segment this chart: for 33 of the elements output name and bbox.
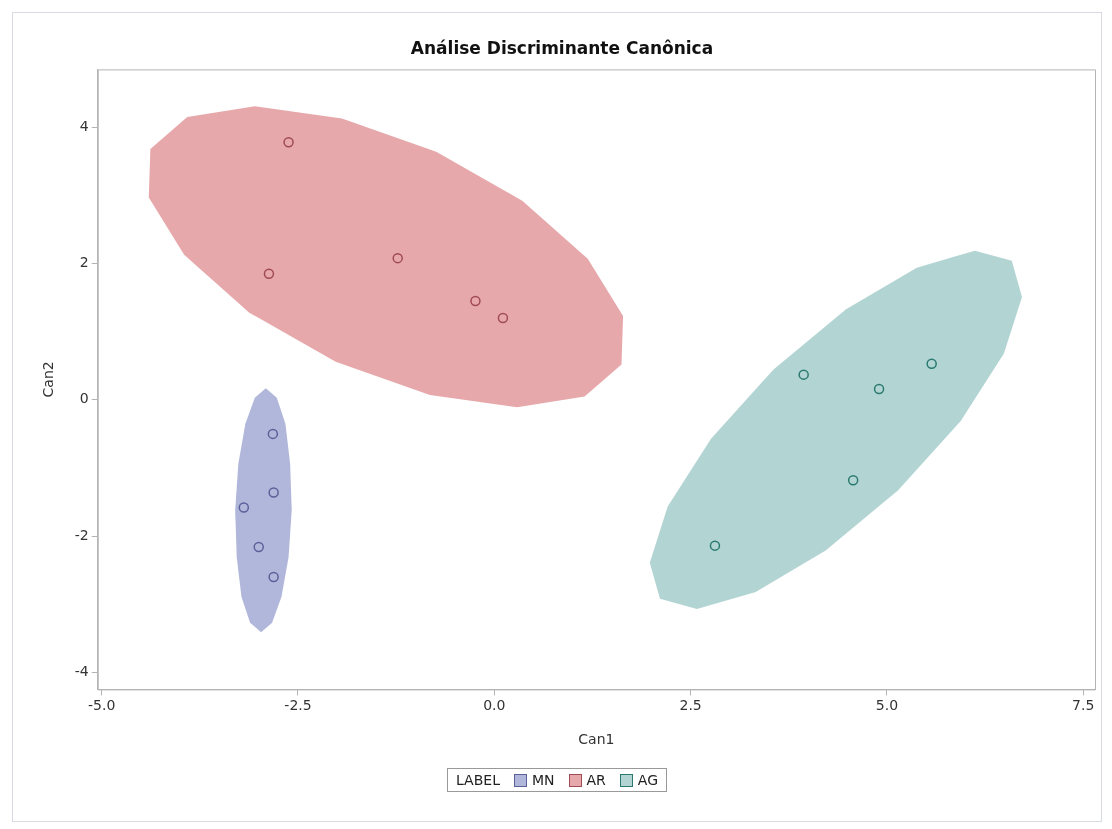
point <box>873 383 885 395</box>
point <box>709 540 721 551</box>
x-tick-label: 5.0 <box>875 697 899 714</box>
x-tick-label: 2.5 <box>679 697 702 714</box>
y-tick-label: 0 <box>79 390 89 407</box>
legend-label: AG <box>637 772 658 788</box>
x-tick-label: 7.5 <box>1072 697 1095 714</box>
point <box>392 252 403 264</box>
y-tick-label: 4 <box>79 117 89 134</box>
legend-title: LABEL <box>455 772 500 788</box>
point <box>283 137 294 148</box>
y-tick-label: -2 <box>74 526 89 543</box>
x-tick-label: 0.0 <box>483 697 506 714</box>
point <box>470 295 481 307</box>
chart-title: Análise Discriminante Canônica <box>410 37 714 58</box>
point <box>497 312 509 324</box>
point <box>267 428 279 440</box>
x-axis-title: Can1 <box>578 731 615 748</box>
legend-label: AR <box>586 772 606 788</box>
y-tick-label: -4 <box>74 663 89 680</box>
y-tick-label: 2 <box>79 254 89 271</box>
y-axis-title: Can2 <box>40 361 57 398</box>
point <box>268 571 279 583</box>
point <box>847 474 859 486</box>
legend-label: MN <box>531 772 555 788</box>
x-tick-label: -5.0 <box>88 697 116 714</box>
point <box>268 487 279 498</box>
point <box>238 502 250 513</box>
point <box>798 369 809 380</box>
point <box>253 541 264 553</box>
point <box>926 358 937 369</box>
x-tick-label: -2.5 <box>284 697 312 714</box>
point <box>263 268 275 280</box>
